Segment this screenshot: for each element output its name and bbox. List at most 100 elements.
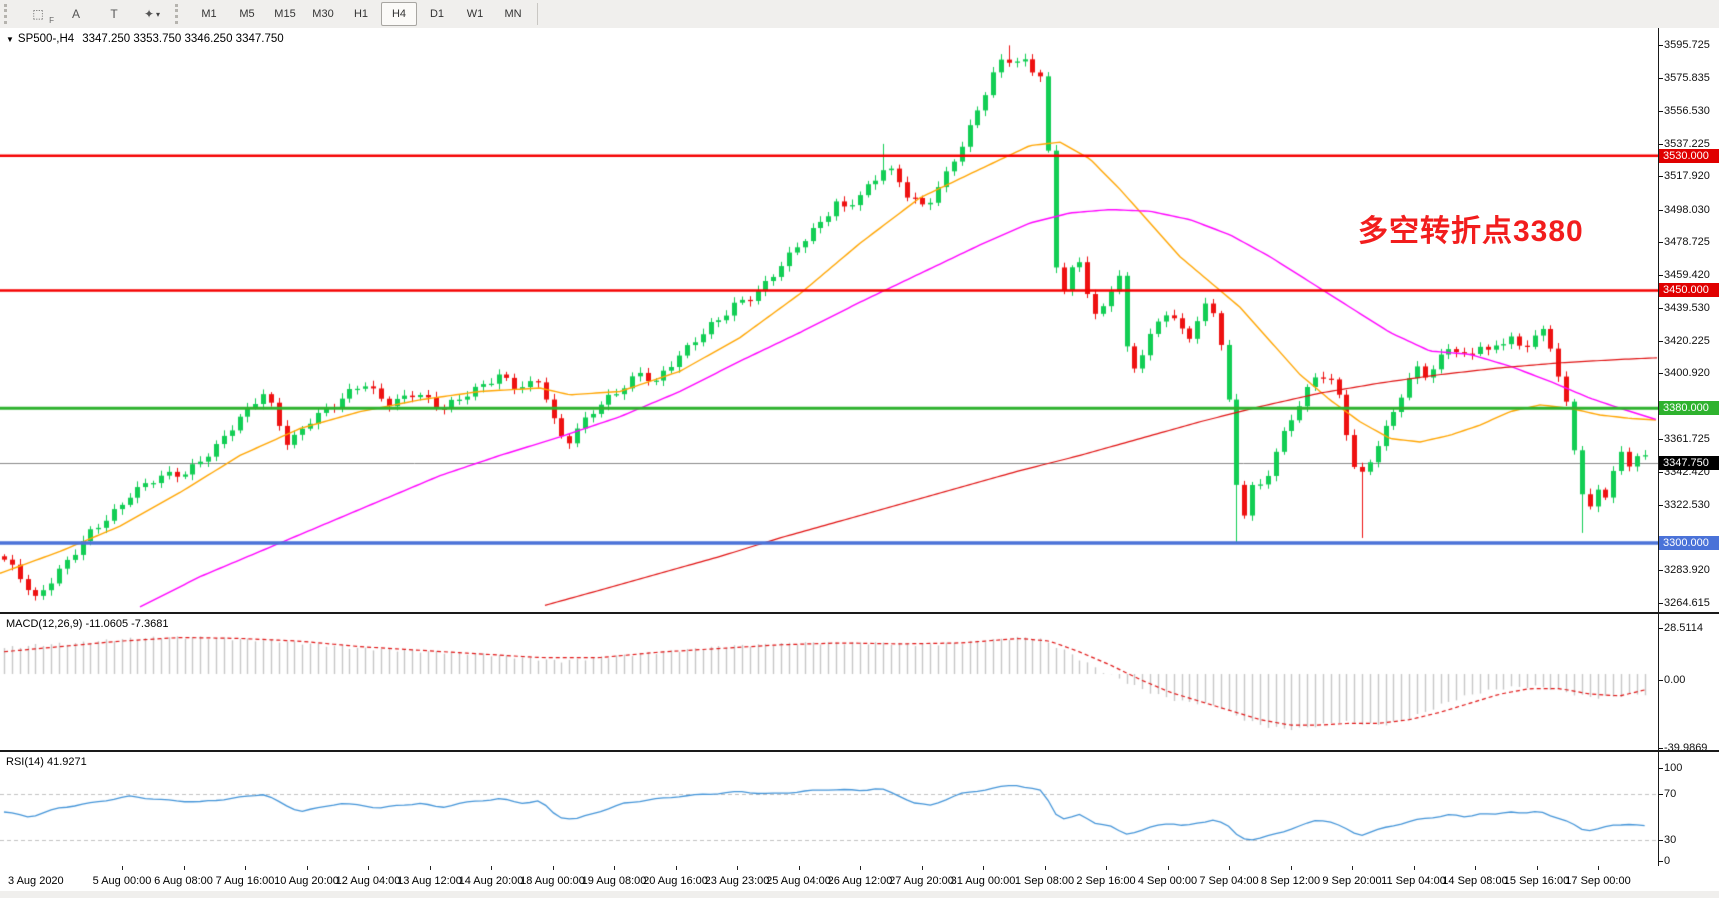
rsi-label: RSI(14) 41.9271 (6, 756, 87, 768)
macd-axis-tick (1659, 680, 1663, 681)
time-axis-label: 1 Sep 08:00 (1014, 875, 1075, 887)
rsi-axis-tick (1659, 840, 1663, 841)
time-axis-label: 4 Sep 00:00 (1137, 875, 1198, 887)
time-axis-tick (245, 866, 246, 870)
time-axis-tick (1536, 866, 1538, 870)
rsi-axis-label: 0 (1664, 855, 1671, 867)
time-axis-label: 25 Aug 04:00 (766, 875, 831, 887)
price-axis-label: 3478.725 (1664, 236, 1710, 248)
time-axis-label: 15 Sep 16:00 (1503, 875, 1570, 887)
time-axis-tick (921, 866, 923, 870)
macd-axis-tick (1659, 628, 1663, 629)
toolbar: ⬚ F A T ✦ ▾ M1 M5 M15 M30 H1 H4 D1 W1 MN (0, 0, 1719, 29)
price-axis-tick (1659, 570, 1663, 571)
time-axis-tick (1413, 866, 1415, 870)
price-axis-tick (1659, 603, 1663, 604)
time-axis-label: 27 Aug 20:00 (889, 875, 954, 887)
chart-title: ▼ SP500-,H4 3347.250 3353.750 3346.250 334… (6, 33, 284, 45)
time-axis-label: 9 Sep 20:00 (1322, 875, 1382, 887)
shapes-tool-icon[interactable]: ✦ ▾ (143, 7, 161, 21)
time-axis-label: 18 Aug 00:00 (520, 875, 585, 887)
time-axis-tick (1044, 866, 1046, 870)
time-axis-tick (1106, 866, 1107, 870)
price-axis-tick (1659, 439, 1663, 440)
rsi-axis-tick (1659, 794, 1663, 795)
timeframe-button-mn[interactable]: MN (504, 8, 522, 20)
price-axis-label: 3498.030 (1664, 204, 1710, 216)
price-axis-tick (1659, 78, 1663, 79)
time-axis-tick (1290, 866, 1292, 870)
toolbar-grip-2[interactable] (175, 4, 186, 24)
toolbar-separator (537, 3, 538, 25)
time-axis-label: 7 Aug 16:00 (215, 875, 275, 887)
time-axis[interactable]: 3 Aug 2020 5 Aug 00:00 6 Aug 08:00 7 Aug 16… (0, 866, 1719, 898)
chart-shift-icon[interactable]: ⬚ F (32, 7, 54, 25)
rsi-axis: 100 70 30 0 (1658, 752, 1719, 867)
macd-axis-tick (1659, 748, 1663, 749)
timeframe-button-d1[interactable]: D1 (429, 8, 445, 20)
time-axis-tick (122, 866, 123, 870)
price-axis-tick (1659, 111, 1663, 112)
current-price-badge: 3347.750 (1659, 456, 1719, 470)
arrow-tool-icon[interactable]: A (71, 7, 80, 21)
macd-label: MACD(12,26,9) -11.0605 -7.3681 (6, 618, 169, 630)
price-level-badge: 3380.000 (1659, 401, 1719, 415)
price-axis-tick (1659, 275, 1663, 276)
timeframe-button-m1[interactable]: M1 (201, 8, 217, 20)
time-axis-tick (491, 866, 492, 870)
price-axis-tick (1659, 341, 1663, 342)
timeframe-button-h1[interactable]: H1 (353, 8, 369, 20)
price-axis-tick (1659, 210, 1663, 211)
dropdown-caret-icon[interactable]: ▾ (156, 9, 161, 19)
price-level-badge: 3450.000 (1659, 283, 1719, 297)
time-axis-tick (1475, 866, 1476, 870)
price-axis-label: 3517.920 (1664, 170, 1710, 182)
macd-panel: MACD(12,26,9) -11.0605 -7.3681 28.5114 0.… (0, 612, 1719, 754)
ohlc-values: 3347.250 3353.750 3346.250 3347.750 (82, 33, 284, 45)
price-chart-panel: ▼ SP500-,H4 3347.250 3353.750 3346.250 334… (0, 28, 1719, 612)
time-axis-label: 31 Aug 00:00 (950, 875, 1016, 887)
rsi-canvas[interactable] (0, 752, 1658, 866)
price-axis-label: 3595.725 (1664, 39, 1710, 51)
price-axis-tick (1659, 472, 1663, 473)
price-axis-label: 3556.530 (1664, 105, 1710, 117)
time-axis-label: 2 Sep 16:00 (1076, 875, 1136, 887)
macd-axis-label: 28.5114 (1664, 622, 1703, 634)
timeframe-button-w1[interactable]: W1 (466, 8, 484, 20)
time-axis-label: 8 Sep 12:00 (1260, 875, 1321, 887)
time-axis-label: 17 Sep 00:00 (1565, 875, 1631, 887)
price-axis-tick (1659, 373, 1663, 374)
timeframe-button-h4[interactable]: H4 (381, 2, 417, 26)
symbol-dropdown-icon[interactable]: ▼ (6, 35, 14, 44)
time-axis-label: 3 Aug 2020 (8, 875, 64, 887)
timeframe-button-m5[interactable]: M5 (239, 8, 255, 20)
time-axis-label: 5 Aug 00:00 (92, 875, 152, 887)
price-axis-label: 3400.920 (1664, 367, 1710, 379)
price-chart-canvas[interactable] (0, 28, 1658, 612)
price-axis-label: 3459.420 (1664, 269, 1710, 281)
timeframe-button-m30[interactable]: M30 (312, 8, 334, 20)
time-axis-tick (183, 866, 185, 870)
price-axis-label: 3420.225 (1664, 335, 1710, 347)
time-axis-label: 7 Sep 04:00 (1199, 875, 1259, 887)
macd-canvas[interactable] (0, 614, 1658, 750)
price-axis-tick (1659, 45, 1663, 46)
price-axis[interactable]: 3595.725 3575.835 3556.530 3537.225 3517.920… (1658, 28, 1719, 612)
time-axis-label: 14 Sep 08:00 (1442, 875, 1508, 887)
toolbar-grip[interactable] (4, 4, 15, 24)
time-axis-label: 11 Sep 04:00 (1381, 875, 1446, 887)
time-axis-tick (306, 866, 308, 870)
price-axis-tick (1659, 144, 1663, 145)
price-axis-tick (1659, 505, 1663, 506)
price-axis-label: 3361.725 (1664, 433, 1710, 445)
time-axis-tick (798, 866, 800, 870)
text-tool-icon[interactable]: T (110, 7, 118, 21)
time-axis-tick (675, 866, 677, 870)
price-axis-tick (1659, 242, 1663, 243)
price-axis-label: 3264.615 (1664, 597, 1710, 609)
price-axis-label: 3322.530 (1664, 499, 1710, 511)
symbol-timeframe-label: SP500-,H4 (17, 33, 75, 45)
chart-shift-icon-sub: F (49, 16, 54, 25)
timeframe-button-m15[interactable]: M15 (274, 8, 296, 20)
